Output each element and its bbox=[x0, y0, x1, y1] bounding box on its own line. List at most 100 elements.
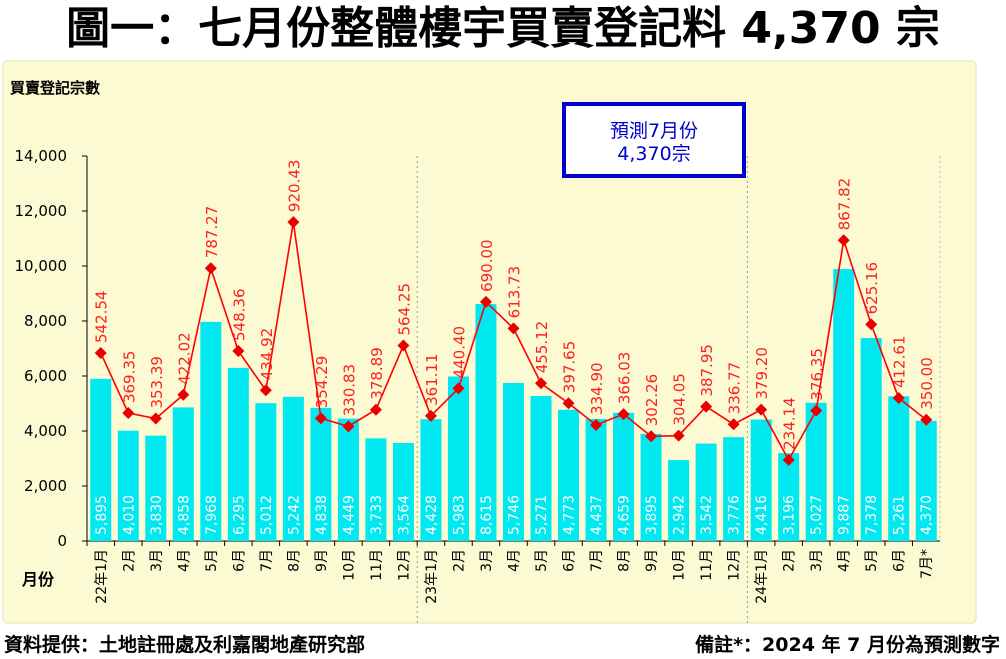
line-value-label: 422.02 bbox=[175, 332, 193, 385]
line-value-label: 787.27 bbox=[203, 206, 221, 258]
line-value-label: 434.92 bbox=[258, 328, 276, 381]
line-value-label: 234.14 bbox=[781, 397, 799, 450]
line-marker bbox=[507, 322, 520, 335]
bar bbox=[117, 430, 139, 541]
line-marker bbox=[177, 388, 190, 401]
line-marker bbox=[535, 377, 548, 390]
x-tick-label: 5月 bbox=[864, 549, 880, 572]
x-tick-label: 6月 bbox=[892, 549, 908, 572]
x-tick-label: 24年1月 bbox=[754, 549, 770, 604]
line-marker bbox=[782, 453, 795, 466]
line-value-label: 412.61 bbox=[891, 336, 909, 389]
line-value-label: 334.90 bbox=[588, 362, 606, 415]
bar bbox=[860, 338, 882, 541]
bar bbox=[750, 419, 772, 541]
bar bbox=[90, 378, 112, 541]
bar-value-label: 5,242 bbox=[286, 495, 302, 535]
bar bbox=[778, 453, 800, 541]
x-tick-label: 11月 bbox=[699, 549, 715, 581]
bar-value-label: 4,449 bbox=[341, 495, 357, 535]
chart-title: 圖一：七月份整體樓宇買賣登記料 4,370 宗 bbox=[66, 3, 940, 54]
chart-area: 買賣登記宗數 月份 0 2,000 4,000 6,000 8,000 10,000 12,… bbox=[2, 60, 977, 624]
line-marker bbox=[122, 407, 135, 420]
line-marker bbox=[727, 418, 740, 431]
bar-value-label: 2,942 bbox=[672, 495, 688, 535]
line-marker bbox=[617, 408, 630, 421]
bar-value-label: 4,437 bbox=[589, 495, 605, 535]
bar bbox=[695, 443, 717, 541]
bar bbox=[392, 442, 414, 541]
x-tick-label: 3月 bbox=[149, 549, 165, 572]
bar bbox=[723, 437, 745, 541]
x-tick-label: 23年1月 bbox=[424, 549, 440, 604]
bar-value-label: 4,773 bbox=[562, 495, 578, 535]
line-value-label: 920.43 bbox=[285, 160, 303, 213]
y-tick-label: 12,000 bbox=[15, 202, 68, 220]
bar bbox=[282, 396, 304, 541]
x-tick-label: 6月 bbox=[562, 549, 578, 572]
bar-value-label: 3,733 bbox=[369, 495, 385, 535]
line-marker bbox=[287, 216, 300, 229]
line-marker bbox=[452, 382, 465, 395]
bar bbox=[365, 438, 387, 541]
bar-value-label: 5,012 bbox=[259, 495, 275, 535]
bar bbox=[558, 409, 580, 541]
y-tick-label: 8,000 bbox=[24, 312, 67, 330]
bar bbox=[227, 367, 249, 541]
x-tick-label: 4月 bbox=[176, 549, 192, 572]
line-value-label: 564.25 bbox=[395, 283, 413, 336]
x-tick-label: 8月 bbox=[617, 549, 633, 572]
line-marker bbox=[892, 392, 905, 405]
line-marker bbox=[149, 412, 162, 425]
x-tick-label: 9月 bbox=[644, 549, 660, 572]
bar bbox=[613, 412, 635, 541]
bar-value-label: 4,370 bbox=[919, 495, 935, 535]
line-value-label: 353.39 bbox=[148, 356, 166, 409]
y-tick-label: 14,000 bbox=[15, 147, 68, 165]
x-tick-label: 2月 bbox=[121, 549, 137, 572]
x-tick-label: 11月 bbox=[369, 549, 385, 581]
y-axis-label: 買賣登記宗數 bbox=[10, 79, 100, 97]
bar-value-label: 7,968 bbox=[204, 495, 220, 535]
line-value-label: 690.00 bbox=[478, 239, 496, 292]
bar-value-label: 3,564 bbox=[396, 495, 412, 535]
bar bbox=[888, 396, 910, 541]
x-tick-label: 7月 bbox=[589, 549, 605, 572]
callout-line-1: 預測7月份 bbox=[610, 120, 698, 142]
line-value-label: 455.12 bbox=[533, 321, 551, 374]
line-value-label: 625.16 bbox=[863, 262, 881, 315]
x-tick-label: 4月 bbox=[507, 549, 523, 572]
x-tick-label: 8月 bbox=[286, 549, 302, 572]
line-value-label: 336.77 bbox=[726, 362, 744, 415]
forecast-callout: 預測7月份 4,370宗 bbox=[562, 102, 746, 178]
line-value-label: 378.89 bbox=[368, 347, 386, 400]
y-tick-label: 10,000 bbox=[15, 257, 68, 275]
line-marker bbox=[369, 403, 382, 416]
x-tick-label: 5月 bbox=[534, 549, 550, 572]
line-marker bbox=[342, 420, 355, 433]
y-tick-label: 0 bbox=[57, 532, 67, 550]
x-tick-label: 10月 bbox=[341, 549, 357, 581]
bar-value-label: 4,838 bbox=[314, 495, 330, 535]
line-marker bbox=[314, 412, 327, 425]
source-note: 資料提供：土地註冊處及利嘉閣地產研究部 bbox=[4, 634, 366, 656]
line-marker bbox=[672, 429, 685, 442]
bar bbox=[640, 433, 662, 541]
line-value-label: 397.65 bbox=[561, 341, 579, 394]
line-value-label: 548.36 bbox=[230, 288, 248, 341]
x-tick-label: 10月 bbox=[672, 549, 688, 581]
bar bbox=[585, 418, 607, 541]
bar-value-label: 5,746 bbox=[507, 495, 523, 535]
line-value-label: 354.29 bbox=[313, 356, 331, 409]
bar-value-label: 5,271 bbox=[534, 495, 550, 535]
line-marker bbox=[920, 413, 933, 426]
bar bbox=[530, 396, 552, 541]
line-marker bbox=[755, 403, 768, 416]
bar bbox=[833, 269, 855, 541]
line-marker bbox=[645, 430, 658, 443]
x-tick-label: 2月 bbox=[451, 549, 467, 572]
bar bbox=[172, 407, 194, 541]
x-tick-label: 3月 bbox=[809, 549, 825, 572]
x-axis-label: 月份 bbox=[21, 570, 55, 589]
x-tick-label: 3月 bbox=[479, 549, 495, 572]
